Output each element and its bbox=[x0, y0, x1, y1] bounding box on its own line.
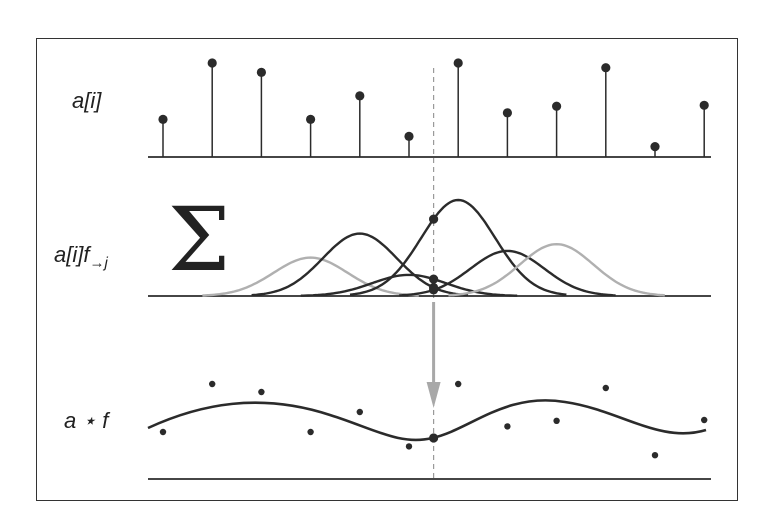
signal-label: a[i] bbox=[72, 88, 102, 113]
gaussian-intersection-dot bbox=[429, 274, 439, 284]
sample-point bbox=[258, 388, 265, 396]
sample-dot bbox=[256, 67, 266, 77]
sample-point bbox=[405, 443, 413, 450]
sample-dot bbox=[650, 142, 660, 152]
sample-dot bbox=[158, 114, 168, 124]
sum-arrow-head bbox=[426, 382, 441, 408]
result-marked-dot bbox=[429, 433, 439, 443]
sample-point bbox=[159, 428, 167, 436]
convolution-label: a ⋆ f bbox=[64, 408, 109, 433]
weighted-gaussian bbox=[202, 256, 419, 297]
sample-point bbox=[701, 416, 708, 424]
sample-dot bbox=[601, 63, 611, 73]
summation-symbol: Σ bbox=[168, 188, 231, 291]
sample-dot bbox=[306, 114, 316, 124]
sample-dot bbox=[355, 91, 365, 101]
sample-point bbox=[209, 380, 216, 388]
gaussian-intersection-dot bbox=[429, 214, 439, 224]
sample-point bbox=[651, 452, 659, 459]
sample-dot bbox=[207, 58, 217, 68]
sample-point bbox=[356, 408, 363, 416]
sample-dot bbox=[699, 100, 709, 110]
weighted-gaussian bbox=[349, 198, 567, 296]
weighted-filter-label-subscript: →j bbox=[89, 254, 108, 272]
sample-point bbox=[504, 423, 511, 430]
sample-point bbox=[307, 428, 314, 436]
weighted-filter-label-main: a[i]f bbox=[54, 242, 90, 267]
sample-point bbox=[553, 417, 560, 424]
sample-dot bbox=[404, 131, 414, 141]
gaussian-intersection-dot bbox=[429, 285, 439, 295]
sample-dot bbox=[502, 108, 512, 118]
sample-point bbox=[602, 384, 609, 392]
weighted-gaussian bbox=[448, 242, 665, 297]
sample-point bbox=[455, 380, 462, 388]
sample-dot bbox=[453, 58, 463, 68]
diagram-frame bbox=[36, 38, 738, 501]
convolution-result-curve bbox=[147, 399, 707, 442]
sample-dot bbox=[552, 101, 562, 111]
weighted-gaussian bbox=[300, 273, 518, 297]
weighted-filter-label: a[i]f→j bbox=[54, 242, 108, 271]
